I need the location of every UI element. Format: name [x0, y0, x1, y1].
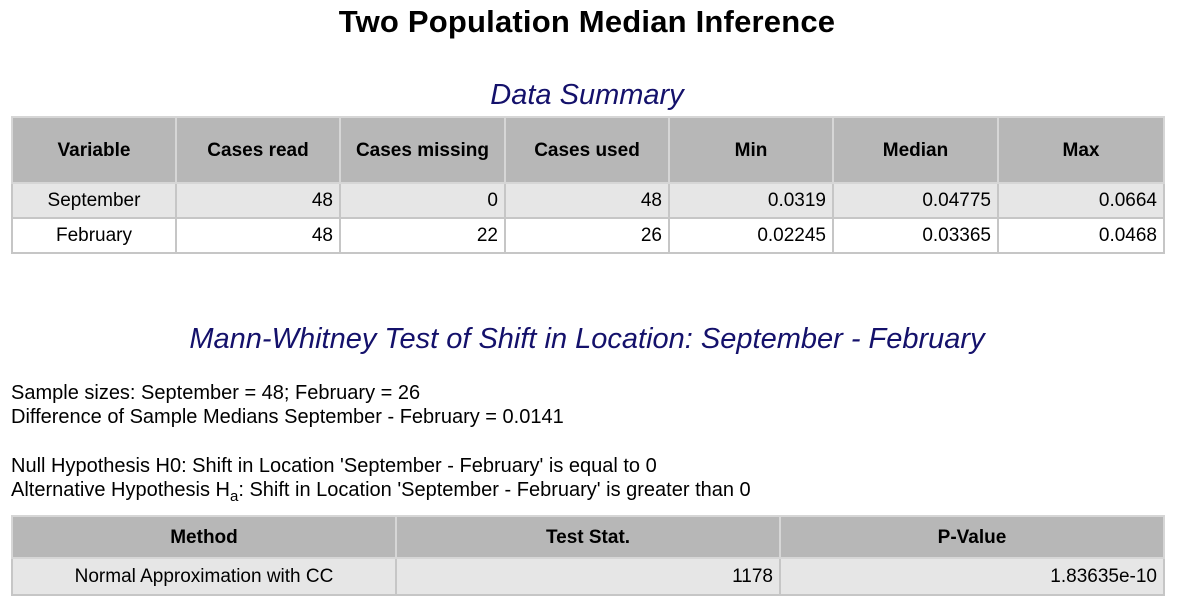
table-header-row: Method Test Stat. P-Value: [11, 515, 1165, 559]
cell-variable: February: [11, 217, 177, 254]
cell-cases-missing: 22: [339, 217, 506, 254]
table-row: Normal Approximation with CC 1178 1.8363…: [11, 557, 1165, 596]
column-header-max: Max: [997, 116, 1165, 184]
cell-cases-used: 26: [504, 217, 670, 254]
hypotheses-info: Null Hypothesis H0: Shift in Location 'S…: [11, 454, 751, 505]
column-header-median: Median: [832, 116, 999, 184]
cell-min: 0.02245: [668, 217, 834, 254]
cell-min: 0.0319: [668, 182, 834, 219]
column-header-method: Method: [11, 515, 397, 559]
sample-info: Sample sizes: September = 48; February =…: [11, 381, 564, 429]
sample-sizes-text: Sample sizes: September = 48; February =…: [11, 382, 421, 404]
data-summary-title: Data Summary: [490, 79, 684, 111]
data-summary-table: Variable Cases read Cases missing Cases …: [11, 116, 1165, 254]
cell-cases-read: 48: [175, 217, 341, 254]
alt-hypothesis-prefix: Alternative Hypothesis H: [11, 479, 230, 501]
table-row: September 48 0 48 0.0319 0.04775 0.0664: [11, 182, 1165, 219]
column-header-min: Min: [668, 116, 834, 184]
cell-median: 0.03365: [832, 217, 999, 254]
cell-p-value: 1.83635e-10: [779, 557, 1165, 596]
column-header-p-value: P-Value: [779, 515, 1165, 559]
cell-cases-missing: 0: [339, 182, 506, 219]
null-hypothesis-text: Null Hypothesis H0: Shift in Location 'S…: [11, 455, 657, 477]
mann-whitney-title: Mann-Whitney Test of Shift in Location: …: [189, 323, 985, 355]
cell-variable: September: [11, 182, 177, 219]
test-results-table: Method Test Stat. P-Value Normal Approxi…: [11, 515, 1165, 596]
cell-test-stat: 1178: [395, 557, 781, 596]
cell-cases-used: 48: [504, 182, 670, 219]
column-header-cases-read: Cases read: [175, 116, 341, 184]
column-header-test-stat: Test Stat.: [395, 515, 781, 559]
table-header-row: Variable Cases read Cases missing Cases …: [11, 116, 1165, 184]
cell-method: Normal Approximation with CC: [11, 557, 397, 596]
median-difference-text: Difference of Sample Medians September -…: [11, 406, 564, 428]
cell-median: 0.04775: [832, 182, 999, 219]
table-row: February 48 22 26 0.02245 0.03365 0.0468: [11, 217, 1165, 254]
cell-max: 0.0664: [997, 182, 1165, 219]
column-header-cases-missing: Cases missing: [339, 116, 506, 184]
column-header-variable: Variable: [11, 116, 177, 184]
alt-hypothesis-subscript: a: [229, 488, 239, 505]
alternative-hypothesis-text: Alternative Hypothesis Ha: Shift in Loca…: [11, 478, 751, 505]
column-header-cases-used: Cases used: [504, 116, 670, 184]
alt-hypothesis-rest: : Shift in Location 'September - Februar…: [238, 479, 751, 501]
cell-cases-read: 48: [175, 182, 341, 219]
cell-max: 0.0468: [997, 217, 1165, 254]
page-title: Two Population Median Inference: [338, 4, 836, 39]
